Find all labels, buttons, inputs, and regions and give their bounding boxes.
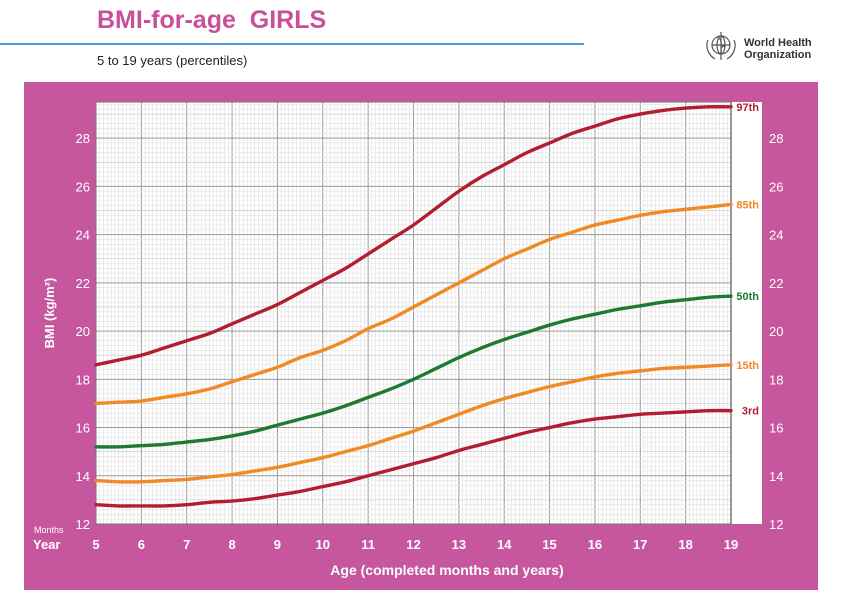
y-tick-label-right: 28 xyxy=(769,131,783,146)
y-axis-label: BMI (kg/m²) xyxy=(42,278,57,349)
y-tick-label-left: 16 xyxy=(76,421,90,436)
series-line-85th xyxy=(94,202,733,406)
series-label-15th: 15th xyxy=(736,360,759,372)
y-tick-label-right: 26 xyxy=(769,179,783,194)
y-tick-label-left: 14 xyxy=(76,469,90,484)
org-line-1: World Health xyxy=(744,37,812,49)
x-tick-label: 11 xyxy=(361,537,375,552)
y-tick-label-right: 16 xyxy=(769,421,783,436)
x-tick-label: 12 xyxy=(406,537,420,552)
series-line-3rd xyxy=(94,408,733,508)
chart-labels: BMI (kg/m²) Age (completed months and ye… xyxy=(33,278,564,578)
series-label-3rd: 3rd xyxy=(742,406,759,418)
y-tick-label-left: 24 xyxy=(76,228,90,243)
who-org-name: World Health Organization xyxy=(744,37,812,61)
x-tick-label: 14 xyxy=(497,537,512,552)
x-tick-label: 15 xyxy=(542,537,556,552)
y-tick-label-left: 18 xyxy=(76,372,90,387)
x-tick-label: 18 xyxy=(678,537,692,552)
series-line-15th xyxy=(94,363,733,484)
x-axis-label: Age (completed months and years) xyxy=(330,562,563,578)
x-tick-label: 7 xyxy=(183,537,190,552)
y-tick-label-right: 14 xyxy=(769,469,783,484)
axes: 12 12 14 14 16 16 18 18 20 20 22 22 24 24 26 26 28 28 5 6 7 8… xyxy=(76,101,783,552)
x-tick-label: 9 xyxy=(274,537,281,552)
x-tick-label: 16 xyxy=(588,537,602,552)
y-tick-label-left: 22 xyxy=(76,276,90,291)
years-label: Year xyxy=(33,537,60,552)
y-tick-label-right: 18 xyxy=(769,372,783,387)
x-tick-label: 8 xyxy=(228,537,235,552)
x-tick-label: 19 xyxy=(724,537,738,552)
x-tick-label: 6 xyxy=(138,537,145,552)
series-label-97th: 97th xyxy=(736,102,759,114)
y-tick-label-left: 28 xyxy=(76,131,90,146)
y-tick-label-left: 26 xyxy=(76,179,90,194)
who-emblem-icon xyxy=(706,32,736,60)
y-tick-label-right: 24 xyxy=(769,228,783,243)
series-label-50th: 50th xyxy=(736,291,759,303)
title-rule xyxy=(0,43,584,45)
x-tick-label: 5 xyxy=(92,537,99,552)
plot-area xyxy=(96,102,762,524)
x-tick-label: 13 xyxy=(452,537,466,552)
chart-title: BMI-for-age GIRLS xyxy=(97,6,327,34)
percentile-lines: 97th 85th 50th 15th 3rd xyxy=(94,102,759,508)
y-tick-label-left: 20 xyxy=(76,324,90,339)
y-tick-label-right: 12 xyxy=(769,517,783,532)
x-tick-label: 17 xyxy=(633,537,647,552)
series-label-85th: 85th xyxy=(736,199,759,211)
y-tick-label-right: 22 xyxy=(769,276,783,291)
y-tick-label-left: 12 xyxy=(76,517,90,532)
y-tick-label-right: 20 xyxy=(769,324,783,339)
chart-subtitle: 5 to 19 years (percentiles) xyxy=(97,53,248,68)
org-line-2: Organization xyxy=(744,49,812,61)
series-line-50th xyxy=(94,294,733,449)
series-line-97th xyxy=(94,105,733,367)
x-tick-label: 10 xyxy=(316,537,330,552)
months-label: Months xyxy=(34,525,64,535)
